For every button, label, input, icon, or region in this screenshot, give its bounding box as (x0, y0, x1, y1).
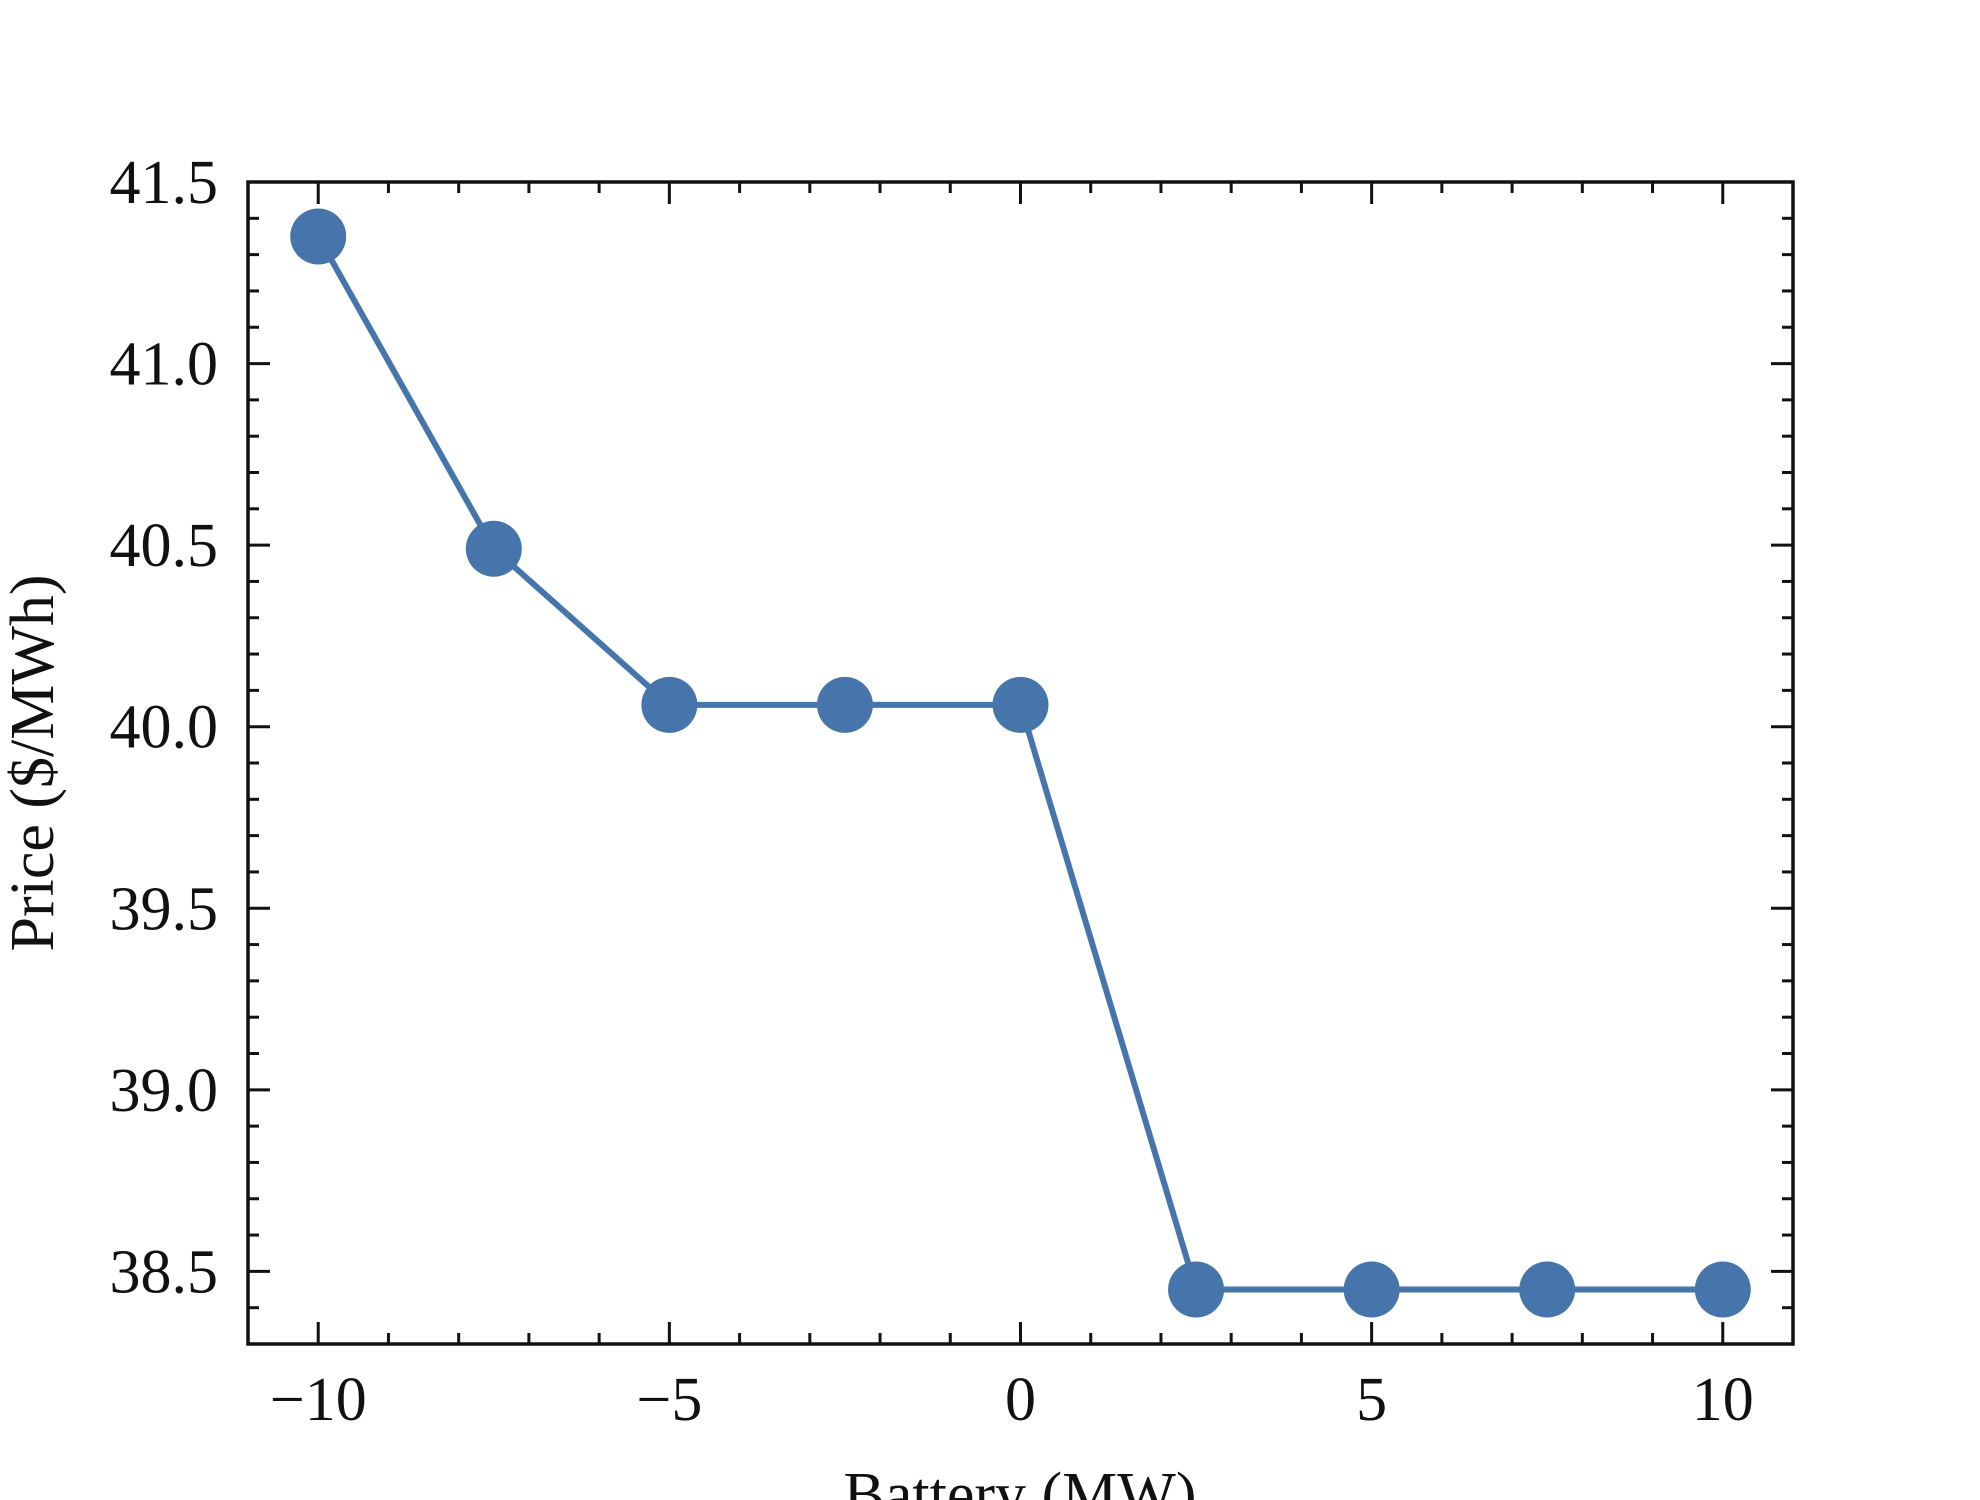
data-point (1168, 1261, 1225, 1318)
y-tick-label: 40.0 (110, 694, 219, 762)
plot-frame (246, 180, 1795, 1346)
data-point (1519, 1261, 1576, 1318)
y-axis-label: Price ($/MWh) (0, 574, 67, 951)
tick-labels: −10 −5 0 5 10 38.5 39.0 39.5 40.0 40.5 41.0 41.5 (110, 149, 1754, 1434)
x-tick-label: −5 (636, 1366, 702, 1434)
series-layer (290, 208, 1751, 1318)
y-tick-label: 39.5 (110, 875, 219, 943)
data-point (992, 676, 1049, 733)
y-tick-label: 41.0 (110, 331, 219, 399)
data-point (641, 676, 698, 733)
y-tick-label: 41.5 (110, 149, 219, 217)
data-point (1343, 1261, 1400, 1318)
major-ticks (248, 180, 1793, 1344)
y-tick-label: 40.5 (110, 512, 219, 580)
x-tick-label: −10 (270, 1366, 367, 1434)
x-axis-label: Battery (MW) (844, 1461, 1197, 1500)
x-tick-label: 10 (1692, 1366, 1754, 1434)
data-point (290, 208, 347, 265)
y-tick-label: 38.5 (110, 1238, 219, 1306)
y-tick-label: 39.0 (110, 1057, 219, 1125)
x-tick-label: 0 (1005, 1366, 1036, 1434)
series-line (315, 234, 1723, 1293)
data-point (1694, 1261, 1751, 1318)
data-point (465, 520, 522, 577)
x-tick-label: 5 (1356, 1366, 1387, 1434)
minor-ticks (246, 182, 1795, 1346)
data-point (816, 676, 873, 733)
